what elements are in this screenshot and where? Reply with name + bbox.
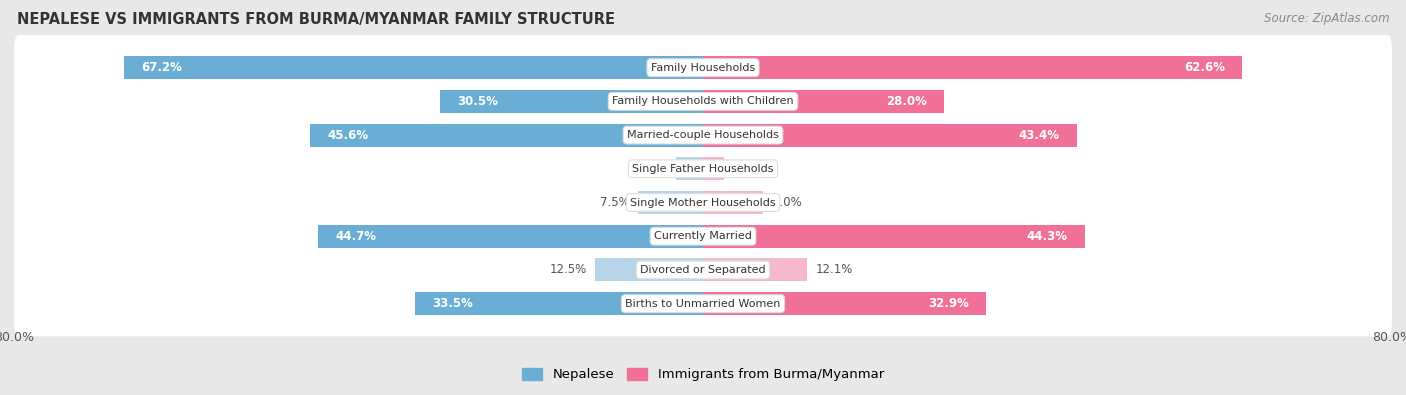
Text: 45.6%: 45.6%	[328, 128, 368, 141]
Bar	[703, 225, 1084, 248]
FancyBboxPatch shape	[14, 35, 1392, 100]
Text: 43.4%: 43.4%	[1018, 128, 1060, 141]
Text: Married-couple Households: Married-couple Households	[627, 130, 779, 140]
Text: 32.9%: 32.9%	[928, 297, 969, 310]
Bar	[638, 191, 703, 214]
Legend: Nepalese, Immigrants from Burma/Myanmar: Nepalese, Immigrants from Burma/Myanmar	[517, 363, 889, 386]
Bar	[703, 292, 987, 315]
Text: 3.1%: 3.1%	[638, 162, 668, 175]
Bar	[595, 258, 703, 281]
Text: 67.2%: 67.2%	[142, 61, 183, 74]
Text: Currently Married: Currently Married	[654, 231, 752, 241]
FancyBboxPatch shape	[14, 170, 1392, 235]
FancyBboxPatch shape	[14, 102, 1392, 168]
Text: 2.4%: 2.4%	[733, 162, 762, 175]
FancyBboxPatch shape	[14, 271, 1392, 337]
Bar	[703, 90, 945, 113]
Text: Births to Unmarried Women: Births to Unmarried Women	[626, 299, 780, 308]
FancyBboxPatch shape	[14, 203, 1392, 269]
Bar	[703, 258, 807, 281]
Bar	[703, 56, 1241, 79]
Text: Single Mother Households: Single Mother Households	[630, 198, 776, 207]
Bar	[676, 157, 703, 180]
Text: Family Households with Children: Family Households with Children	[612, 96, 794, 106]
Bar	[311, 124, 703, 147]
Text: Single Father Households: Single Father Households	[633, 164, 773, 174]
Text: Source: ZipAtlas.com: Source: ZipAtlas.com	[1264, 12, 1389, 25]
Bar	[440, 90, 703, 113]
Text: Divorced or Separated: Divorced or Separated	[640, 265, 766, 275]
Text: Family Households: Family Households	[651, 63, 755, 73]
Text: 12.5%: 12.5%	[550, 263, 586, 276]
Bar	[703, 191, 763, 214]
FancyBboxPatch shape	[14, 237, 1392, 303]
FancyBboxPatch shape	[14, 136, 1392, 201]
Bar	[703, 157, 724, 180]
FancyBboxPatch shape	[14, 69, 1392, 134]
Text: 33.5%: 33.5%	[432, 297, 472, 310]
Text: 44.7%: 44.7%	[335, 230, 377, 243]
Text: 44.3%: 44.3%	[1026, 230, 1067, 243]
Bar	[415, 292, 703, 315]
Text: 7.0%: 7.0%	[772, 196, 801, 209]
Text: NEPALESE VS IMMIGRANTS FROM BURMA/MYANMAR FAMILY STRUCTURE: NEPALESE VS IMMIGRANTS FROM BURMA/MYANMA…	[17, 12, 614, 27]
Bar	[124, 56, 703, 79]
Text: 62.6%: 62.6%	[1184, 61, 1225, 74]
Text: 30.5%: 30.5%	[457, 95, 499, 108]
Text: 28.0%: 28.0%	[886, 95, 927, 108]
Bar	[318, 225, 703, 248]
Text: 12.1%: 12.1%	[815, 263, 853, 276]
Bar	[703, 124, 1077, 147]
Text: 7.5%: 7.5%	[600, 196, 630, 209]
